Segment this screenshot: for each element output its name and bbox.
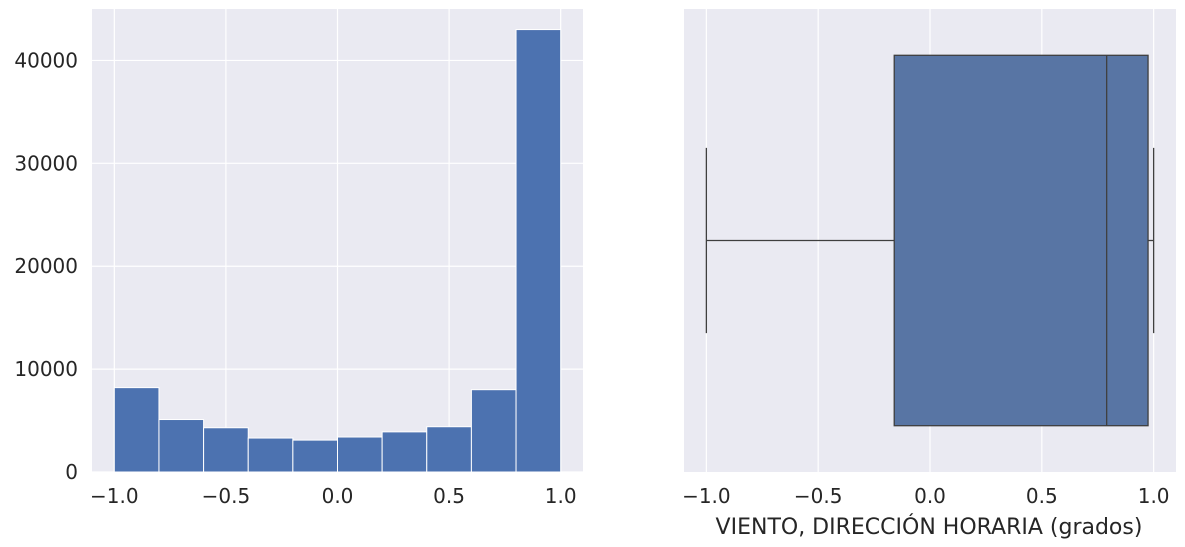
boxplot-box	[705, 54, 1155, 427]
histogram-x-tick-label: 0.0	[322, 484, 354, 508]
histogram-bar	[470, 389, 517, 473]
histogram-bar	[247, 437, 294, 473]
histogram-x-tick-label: 0.5	[433, 484, 465, 508]
histogram-bar	[426, 426, 472, 473]
histogram-y-tick-labels: 0 10000 20000 30000 40000	[14, 48, 78, 484]
boxplot-x-tick-label: 0.5	[1026, 484, 1058, 508]
boxplot-x-tick-label: −0.5	[794, 484, 843, 508]
histogram-x-tick-label: −0.5	[202, 484, 251, 508]
boxplot-x-tick-label: 1.0	[1138, 484, 1170, 508]
histogram-bar	[292, 439, 339, 473]
histogram-bars	[113, 29, 562, 473]
histogram-x-tick-labels: −1.0 −0.5 0.0 0.5 1.0	[90, 484, 577, 508]
histogram-y-tick-label: 0	[65, 460, 78, 484]
histogram-panel: −1.0 −0.5 0.0 0.5 1.0 0 10000 20000 30000 40000	[14, 9, 583, 508]
histogram-x-tick-label: 1.0	[545, 484, 577, 508]
histogram-y-tick-label: 30000	[14, 151, 78, 175]
boxplot-panel: −1.0 −0.5 0.0 0.5 1.0 VIENTO, DIRECCIÓN HORA…	[682, 9, 1176, 540]
histogram-y-tick-label: 40000	[14, 48, 78, 72]
boxplot-x-tick-labels: −1.0 −0.5 0.0 0.5 1.0	[682, 484, 1169, 508]
histogram-x-tick-label: −1.0	[90, 484, 139, 508]
histogram-bar	[515, 29, 562, 473]
histogram-bar	[381, 431, 428, 473]
boxplot-x-tick-label: 0.0	[914, 484, 946, 508]
histogram-y-tick-label: 20000	[14, 254, 78, 278]
histogram-bar	[113, 387, 160, 473]
histogram-y-tick-label: 10000	[14, 357, 78, 381]
histogram-bar	[203, 427, 249, 473]
boxplot-iqr-box	[893, 54, 1149, 427]
boxplot-x-axis-label: VIENTO, DIRECCIÓN HORARIA (grados)	[716, 514, 1143, 540]
boxplot-x-tick-label: −1.0	[682, 484, 731, 508]
histogram-bar	[337, 436, 383, 473]
histogram-bar	[158, 419, 205, 473]
